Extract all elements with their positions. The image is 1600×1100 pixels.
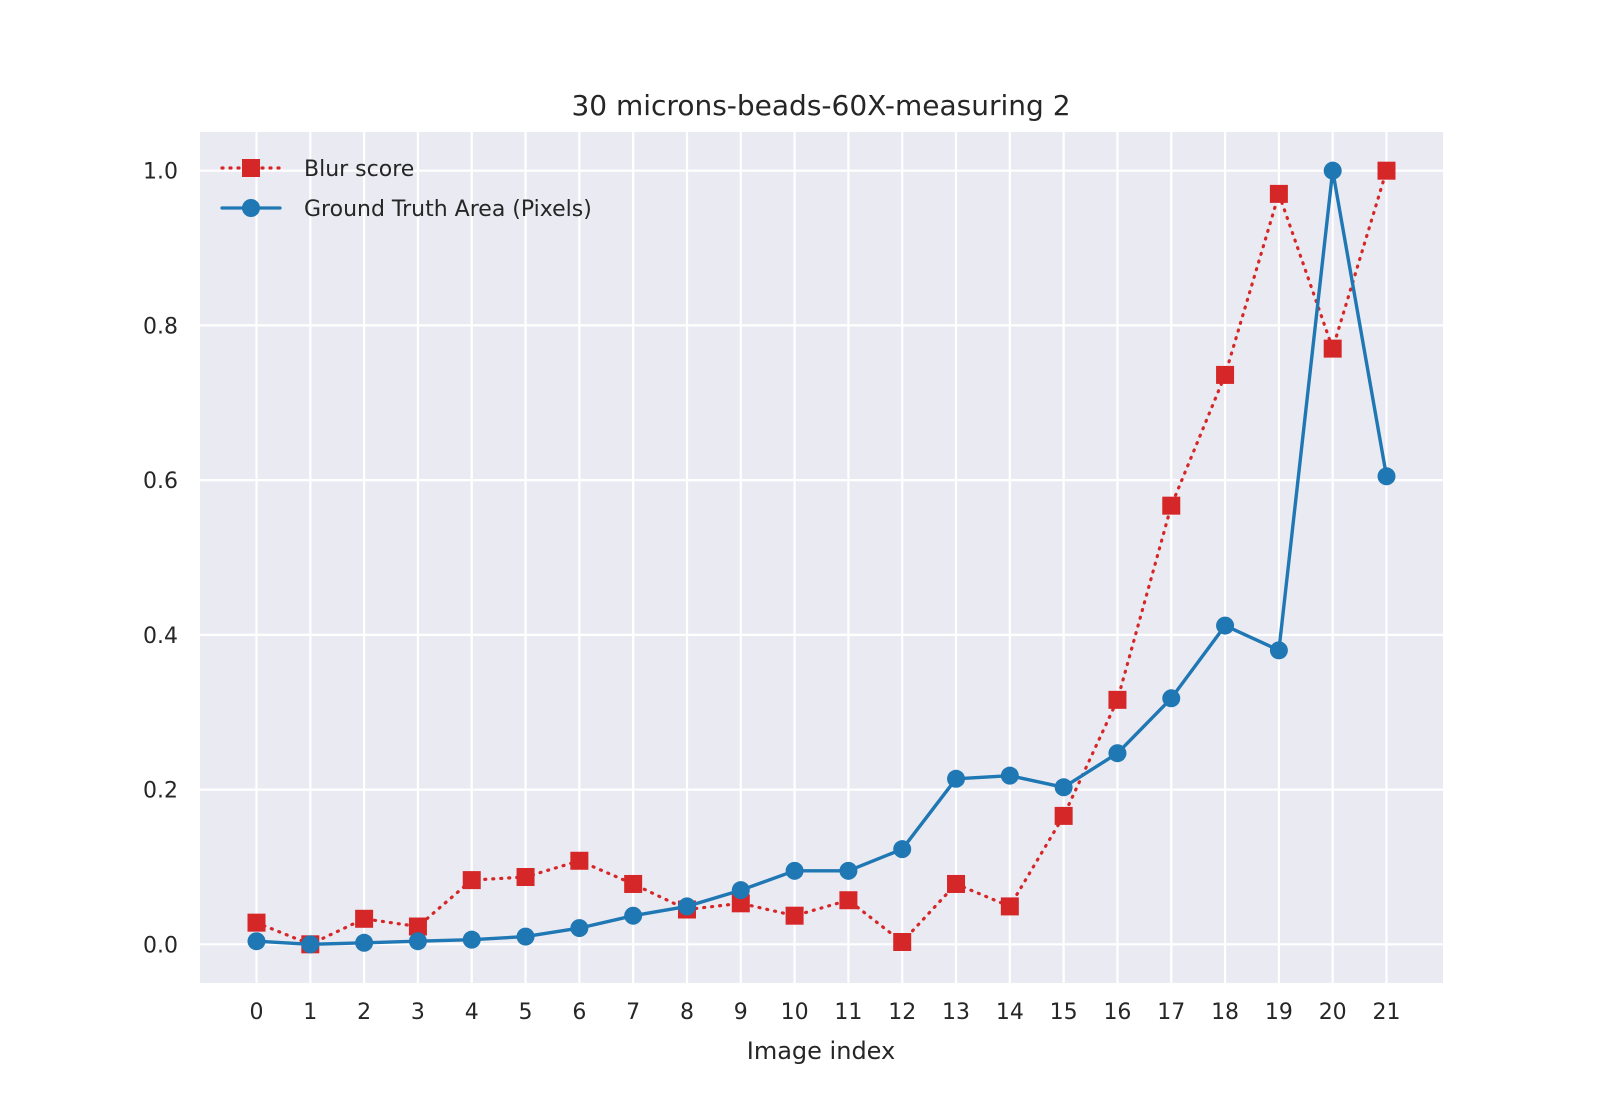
x-tick-label: 4 xyxy=(465,1000,479,1025)
circle-marker xyxy=(1323,161,1342,180)
circle-marker xyxy=(839,861,858,880)
circle-marker xyxy=(947,769,966,788)
square-marker xyxy=(247,913,266,932)
y-tick-label: 0.2 xyxy=(143,779,178,804)
x-tick-label: 13 xyxy=(942,1000,970,1025)
legend-label: Ground Truth Area (Pixels) xyxy=(304,197,592,222)
circle-marker xyxy=(1054,778,1073,797)
circle-marker xyxy=(1162,689,1181,708)
series-ground-truth-area xyxy=(247,161,1396,954)
x-tick-label: 21 xyxy=(1373,1000,1401,1025)
circle-marker xyxy=(462,930,481,949)
legend-square-marker xyxy=(242,159,260,177)
square-marker xyxy=(1377,161,1396,180)
circle-marker xyxy=(1000,766,1019,785)
x-tick-label: 14 xyxy=(996,1000,1024,1025)
square-marker xyxy=(1000,897,1019,916)
square-marker xyxy=(1108,690,1127,709)
x-tick-label: 6 xyxy=(572,1000,586,1025)
square-marker xyxy=(731,894,750,913)
circle-marker xyxy=(893,840,912,859)
x-tick-label: 20 xyxy=(1319,1000,1347,1025)
series-line xyxy=(254,168,1389,946)
x-tick-label: 19 xyxy=(1265,1000,1293,1025)
square-marker xyxy=(1323,339,1342,358)
x-tick-label: 5 xyxy=(519,1000,533,1025)
y-tick-label: 0.8 xyxy=(143,314,178,339)
y-tick-label: 0.4 xyxy=(143,624,178,649)
square-marker xyxy=(1162,496,1181,515)
y-tick-label: 1.0 xyxy=(143,160,178,185)
x-tick-label: 7 xyxy=(626,1000,640,1025)
x-tick-label: 2 xyxy=(357,1000,371,1025)
x-tick-label: 18 xyxy=(1211,1000,1239,1025)
plot-background xyxy=(200,132,1443,983)
x-axis-label: Image index xyxy=(747,1037,895,1065)
x-tick-label: 17 xyxy=(1157,1000,1185,1025)
grid xyxy=(200,132,1443,983)
x-tick-label: 0 xyxy=(250,1000,264,1025)
x-tick-label: 9 xyxy=(734,1000,748,1025)
circle-marker xyxy=(677,897,696,916)
y-tick-label: 0.6 xyxy=(143,469,178,494)
y-tick-label: 0.0 xyxy=(143,933,178,958)
circle-marker xyxy=(408,932,427,951)
square-marker xyxy=(1216,365,1235,384)
circle-marker xyxy=(1216,616,1235,635)
series-layer xyxy=(247,161,1396,954)
series-line xyxy=(254,169,1389,946)
circle-marker xyxy=(301,935,320,954)
square-marker xyxy=(516,868,535,887)
square-marker xyxy=(947,874,966,893)
legend-label: Blur score xyxy=(304,157,414,182)
square-marker xyxy=(624,874,643,893)
circle-marker xyxy=(247,932,266,951)
x-tick-label: 10 xyxy=(781,1000,809,1025)
circle-marker xyxy=(570,919,589,938)
square-marker xyxy=(839,891,858,910)
square-marker xyxy=(462,871,481,890)
circle-marker xyxy=(785,861,804,880)
square-marker xyxy=(785,906,804,925)
circle-marker xyxy=(1377,467,1396,486)
circle-marker xyxy=(355,933,374,952)
square-marker xyxy=(893,932,912,951)
circle-marker xyxy=(1108,744,1127,763)
tick-labels: 0 1 2 3 4 5 6 7 8 9 10 11 12 13 14 15 16 17 18 19 20 210.00.2… xyxy=(143,160,1401,1025)
square-marker xyxy=(408,917,427,936)
x-tick-label: 16 xyxy=(1103,1000,1131,1025)
square-marker xyxy=(570,851,589,870)
circle-marker xyxy=(731,881,750,900)
x-tick-label: 15 xyxy=(1050,1000,1078,1025)
x-tick-label: 12 xyxy=(888,1000,916,1025)
legend-circle-marker xyxy=(242,199,260,217)
square-marker xyxy=(355,909,374,928)
x-tick-label: 8 xyxy=(680,1000,694,1025)
series-blur-score xyxy=(247,161,1396,954)
circle-marker xyxy=(1269,641,1288,660)
circle-marker xyxy=(516,927,535,946)
square-marker xyxy=(1269,184,1288,203)
x-tick-label: 3 xyxy=(411,1000,425,1025)
x-tick-label: 11 xyxy=(834,1000,862,1025)
chart-title: 30 microns-beads-60X-measuring 2 xyxy=(571,89,1070,122)
legend: Blur score Ground Truth Area (Pixels) xyxy=(220,157,592,222)
circle-marker xyxy=(624,906,643,925)
x-tick-label: 1 xyxy=(303,1000,317,1025)
square-marker xyxy=(1054,806,1073,825)
